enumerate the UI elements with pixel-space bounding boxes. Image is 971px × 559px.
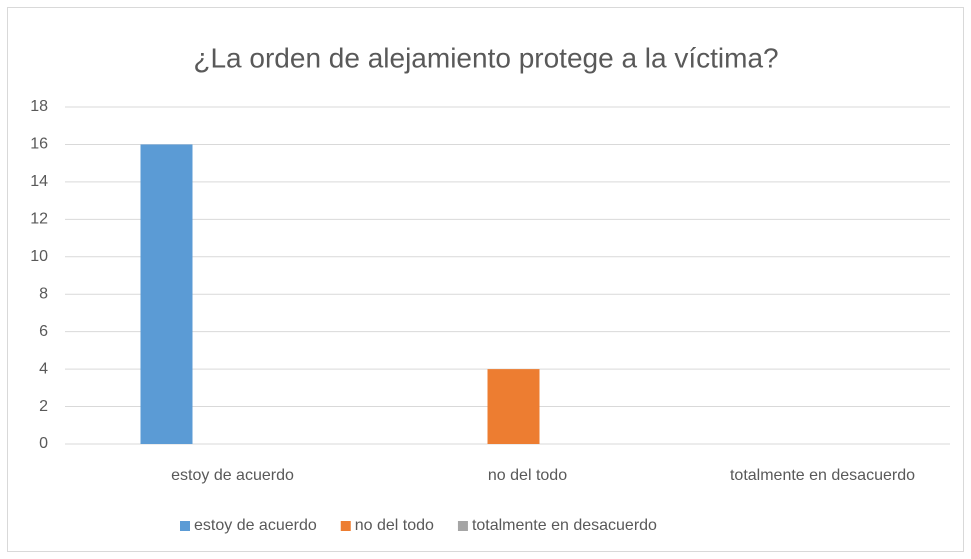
legend-swatch [457, 521, 468, 531]
y-tick-label: 14 [30, 173, 48, 190]
legend-swatch [180, 521, 190, 531]
x-tick-label: no del todo [488, 467, 567, 484]
chart-title: ¿La orden de alejamiento protege a la ví… [193, 42, 778, 73]
x-tick-label: totalmente en desacuerdo [730, 467, 915, 484]
bar [487, 369, 540, 444]
legend-label: estoy de acuerdo [194, 517, 317, 534]
bar [140, 144, 193, 444]
y-tick-label: 6 [39, 323, 48, 340]
y-tick-label: 2 [39, 398, 48, 415]
y-tick-label: 12 [30, 211, 48, 228]
y-tick-label: 0 [39, 435, 48, 452]
legend-label: totalmente en desacuerdo [472, 517, 657, 534]
y-tick-label: 16 [30, 136, 48, 153]
y-tick-label: 4 [39, 360, 48, 377]
legend-swatch [340, 521, 351, 531]
legend-label: no del todo [355, 517, 434, 534]
x-tick-label: estoy de acuerdo [171, 467, 294, 484]
y-tick-label: 10 [30, 248, 48, 265]
y-tick-label: 8 [39, 285, 48, 302]
y-tick-label: 18 [30, 98, 48, 115]
